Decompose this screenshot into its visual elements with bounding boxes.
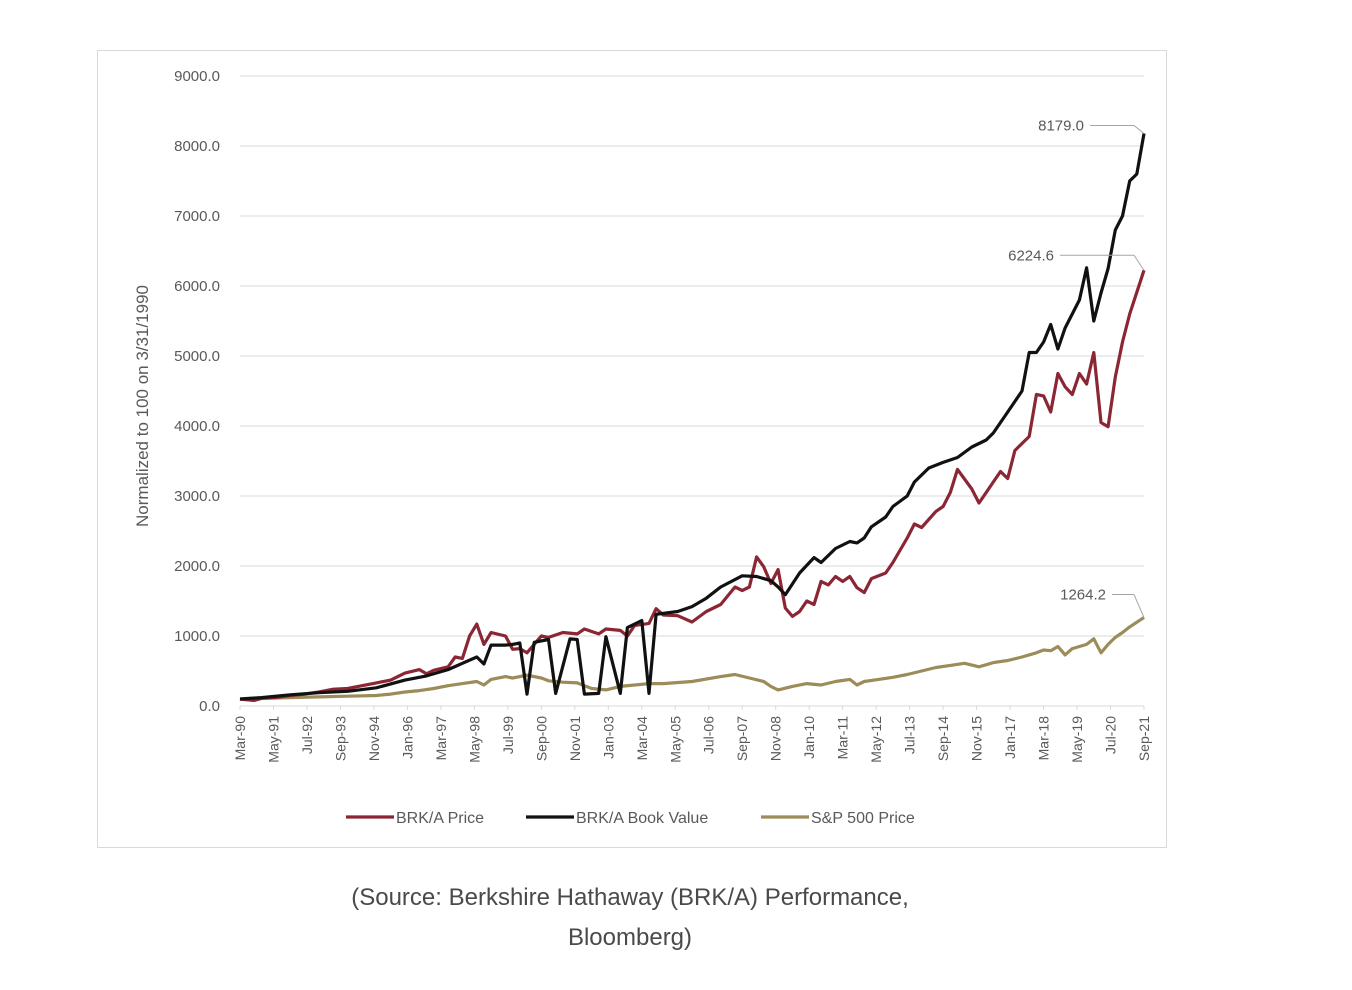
annotation-leader-line <box>1090 124 1145 134</box>
x-tick-label: Mar-11 <box>835 716 851 760</box>
x-tick-label: May-98 <box>466 716 482 763</box>
x-tick-label: Sep-93 <box>332 716 348 761</box>
chart-frame: 0.0 1000.0 2000.0 3000.0 4000.0 5000.0 6000.0 7… <box>97 50 1167 848</box>
end-value-label: 8179.0 <box>1038 117 1084 134</box>
x-tick-label: Mar-18 <box>1036 716 1052 761</box>
y-tick-label: 6000.0 <box>174 278 220 295</box>
x-tick-label: Jan-96 <box>399 716 415 759</box>
annotation-leader-line <box>1060 254 1145 271</box>
y-tick-label: 5000.0 <box>174 348 220 365</box>
y-tick-label: 9000.0 <box>174 68 220 85</box>
x-tick-label: Jul-06 <box>701 716 717 754</box>
y-tick-label: 0.0 <box>199 698 220 715</box>
x-tick-label: May-05 <box>667 716 683 763</box>
annotation-leader-line <box>1112 594 1145 618</box>
x-tick-label: Jul-99 <box>500 716 516 754</box>
end-value-label: 6224.6 <box>1008 247 1054 264</box>
gridlines <box>240 75 1144 707</box>
x-tick-label: Jul-20 <box>1103 716 1119 754</box>
x-tick-label: Nov-08 <box>768 716 784 761</box>
x-tick-label: Mar-04 <box>634 716 650 761</box>
x-tick-label: Sep-21 <box>1136 716 1152 761</box>
y-axis-title: Normalized to 100 on 3/31/1990 <box>133 285 152 527</box>
legend-label: S&P 500 Price <box>811 810 915 827</box>
end-value-label: 1264.2 <box>1060 587 1106 604</box>
y-axis-tick-labels: 0.0 1000.0 2000.0 3000.0 4000.0 5000.0 6000.0 7… <box>174 68 220 715</box>
x-tick-label: Sep-07 <box>734 716 750 761</box>
caption-line-2: Bloomberg) <box>567 924 693 951</box>
y-tick-label: 2000.0 <box>174 558 220 575</box>
y-tick-label: 7000.0 <box>174 208 220 225</box>
legend-label: BRK/A Price <box>396 810 484 827</box>
x-tick-label: Jan-17 <box>1002 716 1018 759</box>
legend-label: BRK/A Book Value <box>576 810 708 827</box>
x-tick-label: Jan-10 <box>801 716 817 759</box>
x-tick-label: Nov-15 <box>969 716 985 761</box>
x-tick-label: Jul-92 <box>299 716 315 754</box>
caption-line-1: (Source: Berkshire Hathaway (BRK/A) Perf… <box>351 884 909 911</box>
x-tick-label: Nov-94 <box>366 716 382 761</box>
x-tick-label: Jan-03 <box>600 716 616 759</box>
x-tick-label: May-19 <box>1069 716 1085 763</box>
y-tick-label: 4000.0 <box>174 418 220 435</box>
series-line-brk-a-book-value <box>239 133 1146 701</box>
x-tick-label: Jul-13 <box>902 716 918 754</box>
legend: BRK/A Price BRK/A Book Value S&P 500 Price <box>346 810 915 827</box>
end-value-annotations: 6224.6 8179.0 1264.2 <box>1008 117 1145 618</box>
line-chart: 0.0 1000.0 2000.0 3000.0 4000.0 5000.0 6000.0 7… <box>133 68 1152 827</box>
x-tick-label: Mar-90 <box>232 716 248 761</box>
series-lines <box>239 133 1146 702</box>
x-tick-label: May-12 <box>868 716 884 763</box>
y-tick-label: 8000.0 <box>174 138 220 155</box>
x-tick-label: Nov-01 <box>567 716 583 761</box>
x-tick-label: Sep-14 <box>935 716 951 761</box>
x-tick-label: Mar-97 <box>433 716 449 761</box>
source-caption: (Source: Berkshire Hathaway (BRK/A) Perf… <box>300 878 960 958</box>
y-tick-label: 1000.0 <box>174 628 220 645</box>
y-tick-label: 3000.0 <box>174 488 220 505</box>
x-axis-tick-labels: Mar-90 May-91 Jul-92 Sep-93 Nov-94 Jan-96 Mar-… <box>232 706 1152 763</box>
x-tick-label: May-91 <box>265 716 281 763</box>
x-tick-label: Sep-00 <box>533 716 549 761</box>
series-line-brk-a-price <box>239 269 1146 702</box>
series-line-s-p-500-price <box>239 616 1145 702</box>
